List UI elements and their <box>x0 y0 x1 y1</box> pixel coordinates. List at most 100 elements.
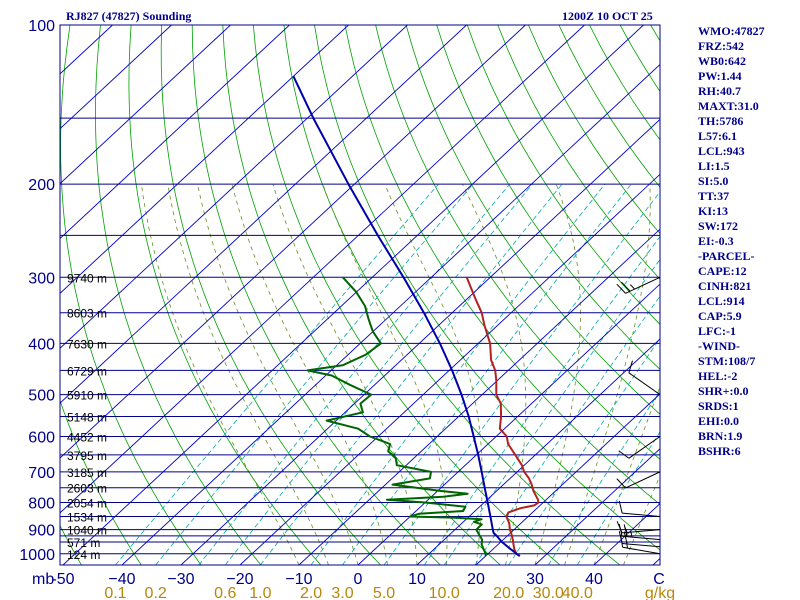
height-label: 1534 m <box>67 510 107 524</box>
temperature-tick-label: −30 <box>167 571 194 588</box>
pressure-tick-label: 1000 <box>19 547 55 564</box>
pressure-tick-label: 700 <box>28 465 55 482</box>
pressure-tick-label: 400 <box>28 336 55 353</box>
stat-item: EI:-0.3 <box>698 234 734 248</box>
dry-adiabat <box>60 524 82 565</box>
isotherm <box>62 25 644 565</box>
temperature-tick-label: 0 <box>354 571 363 588</box>
mixing-ratio-line <box>576 431 660 565</box>
height-label: 2603 m <box>67 482 107 496</box>
isotherm <box>0 25 54 565</box>
mixing-ratio-line <box>474 295 660 565</box>
dry-adiabat <box>191 25 441 565</box>
mixing-ratio-line <box>224 183 533 565</box>
temperature-tick-label: −20 <box>226 571 253 588</box>
stat-item: HEL:-2 <box>698 369 738 383</box>
dry-adiabat <box>773 25 800 565</box>
dry-adiabat <box>436 25 660 370</box>
mixing-ratio-line <box>115 183 439 565</box>
stat-item: TH:5786 <box>698 114 744 128</box>
dry-adiabat <box>314 25 660 551</box>
mixing-ratio-line <box>198 183 511 565</box>
parcel-line <box>292 75 521 557</box>
dry-adiabat <box>60 399 142 565</box>
wind-barb <box>616 471 661 489</box>
mixing-ratio-label: 0.2 <box>145 585 167 600</box>
stat-item: -WIND- <box>698 339 740 353</box>
stat-item: KI:13 <box>698 204 728 218</box>
height-label: 3795 m <box>67 449 107 463</box>
dry-adiabat <box>466 25 660 325</box>
dry-adiabat <box>128 25 322 565</box>
stat-item: MAXT:31.0 <box>698 99 759 113</box>
moist-adiabat <box>564 184 651 565</box>
height-label: 9740 m <box>67 271 107 285</box>
stat-item: FRZ:542 <box>698 39 744 53</box>
dry-adiabat <box>222 25 501 565</box>
moist-adiabat <box>272 184 418 565</box>
moist-adiabat <box>197 184 359 565</box>
height-label: 8603 m <box>67 307 107 321</box>
height-label: 5910 m <box>67 389 107 403</box>
temperature-tick-label: -50 <box>51 571 74 588</box>
dewpoint-line <box>306 276 487 557</box>
moist-adiabat <box>231 184 388 565</box>
temperature-line <box>465 276 540 557</box>
isotherm <box>298 228 660 565</box>
temperature-tick-label: 30 <box>526 571 544 588</box>
stat-item: L57:6.1 <box>698 129 737 143</box>
moist-adiabat <box>593 385 660 565</box>
stat-item: SHR+:0.0 <box>698 384 749 398</box>
isotherm <box>121 63 660 565</box>
stat-item: LFC:-1 <box>698 324 736 338</box>
isotherm <box>60 25 231 185</box>
stat-item: SW:172 <box>698 219 739 233</box>
mixing-ratio-line <box>155 183 474 565</box>
isotherm <box>239 173 660 565</box>
mixing-ratio-line <box>423 235 660 565</box>
valid-time: 1200Z 10 OCT 25 <box>562 9 653 23</box>
mixing-ratio-label: 5.0 <box>373 585 395 600</box>
stat-item: STM:108/7 <box>698 354 756 368</box>
stat-item: LCL:914 <box>698 294 745 308</box>
pressure-tick-label: 500 <box>28 388 55 405</box>
pressure-tick-label: 600 <box>28 429 55 446</box>
isotherm <box>60 25 467 404</box>
isotherm <box>60 25 172 130</box>
isotherm <box>534 448 660 565</box>
temperature-tick-label: −10 <box>285 571 312 588</box>
height-label: 1040 m <box>67 524 107 538</box>
stat-item: PW:1.44 <box>698 69 742 83</box>
dry-adiabat <box>405 25 660 415</box>
height-label: 6729 m <box>67 364 107 378</box>
mixing-ratio-label: 0.6 <box>214 585 236 600</box>
isotherm <box>60 25 526 459</box>
height-label: 571 m <box>67 536 100 550</box>
height-label: 124 m <box>67 548 100 562</box>
mixing-ratio-label: 1.0 <box>249 585 271 600</box>
temperature-unit-label: C <box>653 571 665 588</box>
dry-adiabat <box>497 25 660 280</box>
wind-barb <box>628 360 661 396</box>
stat-item: LCL:943 <box>698 144 745 158</box>
mixing-ratio-unit-label: g/kg <box>645 585 675 600</box>
temperature-tick-label: −40 <box>108 571 135 588</box>
stat-item: WMO:47827 <box>698 24 765 38</box>
temperature-tick-label: 20 <box>467 571 485 588</box>
wind-barb <box>618 500 661 517</box>
wind-barb <box>616 276 661 294</box>
stat-item: SRDS:1 <box>698 399 739 413</box>
stat-item: CINH:821 <box>698 279 752 293</box>
pressure-tick-label: 200 <box>28 177 55 194</box>
isotherm <box>60 25 349 294</box>
isotherm <box>416 338 660 565</box>
mixing-ratio-label: 20.0 <box>493 585 524 600</box>
height-label: 2054 m <box>67 497 107 511</box>
mixing-ratio-line <box>310 183 606 565</box>
mixing-ratio-line <box>383 191 660 565</box>
moist-adiabat <box>384 184 483 565</box>
stat-item: -PARCEL- <box>698 249 755 263</box>
mixing-ratio-label: 40.0 <box>562 585 593 600</box>
wind-barb <box>616 521 661 534</box>
